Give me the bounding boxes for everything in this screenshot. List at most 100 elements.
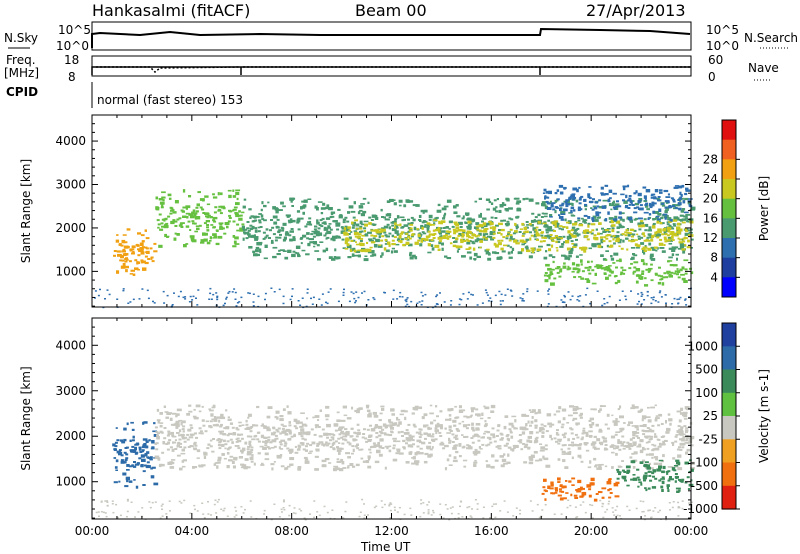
scatter-cell bbox=[579, 208, 583, 211]
scatter-cell bbox=[567, 447, 571, 450]
scatter-cell bbox=[263, 204, 267, 208]
scatter-cell bbox=[381, 235, 385, 238]
scatter-cell bbox=[634, 202, 639, 206]
scatter-cell bbox=[134, 259, 138, 262]
scatter-cell bbox=[471, 427, 475, 430]
scatter-cell bbox=[250, 451, 253, 454]
scatter-cell bbox=[595, 212, 600, 217]
scatter-cell bbox=[265, 439, 269, 443]
scatter-cell bbox=[622, 199, 625, 202]
scatter-cell bbox=[281, 511, 283, 513]
scatter-cell bbox=[544, 235, 548, 238]
scatter-cell bbox=[599, 499, 602, 502]
scatter-cell bbox=[455, 428, 459, 430]
scatter-cell bbox=[332, 441, 336, 445]
scatter-cell bbox=[406, 297, 409, 299]
scatter-cell bbox=[315, 424, 318, 429]
scatter-cell bbox=[601, 436, 605, 439]
scatter-cell bbox=[431, 247, 435, 251]
noise-right-bottom-tick: 10^0 bbox=[706, 39, 739, 53]
scatter-cell bbox=[683, 418, 688, 420]
scatter-cell bbox=[404, 410, 408, 413]
scatter-cell bbox=[343, 233, 347, 236]
scatter-cell bbox=[573, 494, 578, 497]
scatter-cell bbox=[375, 238, 380, 243]
scatter-cell bbox=[146, 289, 149, 292]
scatter-cell bbox=[676, 257, 678, 261]
scatter-cell bbox=[676, 270, 681, 274]
scatter-cell bbox=[654, 273, 658, 276]
scatter-cell bbox=[505, 234, 509, 237]
scatter-cell bbox=[612, 511, 615, 513]
scatter-cell bbox=[486, 248, 490, 251]
scatter-cell bbox=[243, 466, 248, 470]
scatter-cell bbox=[350, 240, 354, 242]
y-tick-label: 1000 bbox=[55, 264, 86, 278]
scatter-cell bbox=[684, 197, 689, 201]
scatter-cell bbox=[530, 224, 534, 227]
scatter-cell bbox=[127, 302, 130, 304]
scatter-cell bbox=[343, 414, 348, 417]
scatter-cell bbox=[198, 224, 202, 227]
scatter-cell bbox=[509, 235, 513, 238]
scatter-cell bbox=[677, 185, 683, 189]
scatter-cell bbox=[342, 467, 347, 469]
scatter-cell bbox=[561, 408, 567, 412]
y-tick-label: 3000 bbox=[55, 178, 86, 192]
scatter-cell bbox=[338, 427, 343, 430]
scatter-cell bbox=[550, 204, 554, 208]
scatter-cell bbox=[608, 203, 612, 207]
colorbar-segment bbox=[722, 179, 736, 200]
scatter-cell bbox=[673, 469, 677, 472]
scatter-core-3 bbox=[616, 468, 692, 483]
scatter-cell bbox=[643, 200, 648, 202]
scatter-cell bbox=[146, 456, 150, 459]
noise-panel bbox=[91, 21, 692, 51]
scatter-cell bbox=[562, 226, 566, 228]
scatter-cell bbox=[252, 301, 255, 303]
scatter-cell bbox=[684, 299, 687, 301]
scatter-cell bbox=[419, 243, 423, 247]
scatter-cell bbox=[562, 265, 567, 269]
scatter-core-1 bbox=[155, 205, 245, 230]
scatter-cell bbox=[151, 501, 154, 504]
scatter-cell bbox=[546, 234, 552, 238]
scatter-cell bbox=[637, 217, 643, 220]
scatter-cell bbox=[247, 229, 251, 232]
scatter-cell bbox=[160, 505, 163, 507]
scatter-cell bbox=[135, 451, 139, 454]
scatter-cell bbox=[375, 432, 379, 434]
scatter-cell bbox=[381, 216, 384, 218]
scatter-cell bbox=[658, 462, 663, 466]
scatter-cell bbox=[555, 247, 559, 249]
scatter-cell bbox=[380, 208, 383, 212]
scatter-cell bbox=[606, 301, 609, 304]
scatter-cell bbox=[166, 294, 169, 297]
scatter-cell bbox=[492, 227, 496, 231]
scatter-cell bbox=[417, 235, 421, 237]
scatter-cell bbox=[212, 424, 216, 427]
scatter-cell bbox=[508, 256, 513, 259]
scatter-cell bbox=[648, 226, 652, 230]
scatter-cell bbox=[448, 518, 451, 521]
scatter-cell bbox=[407, 230, 411, 233]
scatter-cell bbox=[121, 239, 126, 244]
scatter-cell bbox=[318, 232, 322, 235]
scatter-cell bbox=[213, 503, 216, 506]
scatter-cell bbox=[124, 260, 128, 263]
scatter-cell bbox=[604, 266, 608, 269]
scatter-cell bbox=[383, 231, 387, 234]
scatter-cell bbox=[651, 486, 657, 489]
scatter-cell bbox=[557, 237, 560, 239]
scatter-cell bbox=[559, 484, 563, 487]
scatter-cell bbox=[427, 251, 432, 254]
colorbar-segment bbox=[722, 139, 736, 160]
scatter-cell bbox=[448, 228, 451, 230]
scatter-cell bbox=[572, 407, 577, 412]
scatter-cell bbox=[344, 216, 348, 219]
scatter-cell bbox=[637, 485, 640, 488]
scatter-cell bbox=[545, 224, 549, 227]
scatter-cell bbox=[681, 208, 686, 211]
scatter-cell bbox=[675, 487, 681, 490]
scatter-cell bbox=[624, 231, 628, 234]
